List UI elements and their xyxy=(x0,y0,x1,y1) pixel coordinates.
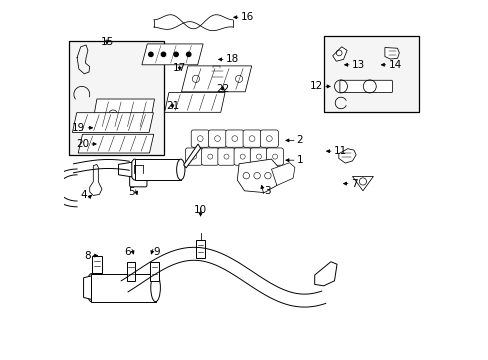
Bar xyxy=(210,66,224,85)
FancyBboxPatch shape xyxy=(185,148,202,165)
FancyBboxPatch shape xyxy=(225,130,244,147)
Polygon shape xyxy=(78,134,153,153)
FancyBboxPatch shape xyxy=(191,130,209,147)
Text: 8: 8 xyxy=(83,251,90,261)
Text: 9: 9 xyxy=(153,247,160,257)
Text: 10: 10 xyxy=(194,205,207,215)
Text: 12: 12 xyxy=(309,81,322,91)
Bar xyxy=(196,240,204,258)
Circle shape xyxy=(111,112,115,116)
Text: 13: 13 xyxy=(351,60,364,70)
Text: 4: 4 xyxy=(80,190,87,200)
Ellipse shape xyxy=(86,274,96,302)
Circle shape xyxy=(148,52,153,57)
Circle shape xyxy=(174,52,178,57)
Text: 3: 3 xyxy=(264,186,270,196)
Text: 19: 19 xyxy=(72,123,85,133)
Polygon shape xyxy=(164,93,224,112)
Ellipse shape xyxy=(150,274,160,302)
Text: 11: 11 xyxy=(333,146,346,156)
FancyBboxPatch shape xyxy=(234,148,250,165)
FancyBboxPatch shape xyxy=(260,130,278,147)
Polygon shape xyxy=(271,163,294,185)
Bar xyxy=(91,274,155,302)
Bar xyxy=(324,36,418,112)
Ellipse shape xyxy=(176,159,184,180)
FancyBboxPatch shape xyxy=(266,148,283,165)
Text: 5: 5 xyxy=(128,187,134,197)
Polygon shape xyxy=(72,113,153,132)
Bar xyxy=(134,159,181,180)
FancyBboxPatch shape xyxy=(129,171,146,187)
Text: 18: 18 xyxy=(225,54,239,64)
Polygon shape xyxy=(142,44,203,65)
Bar xyxy=(126,262,135,281)
Polygon shape xyxy=(91,99,154,130)
Text: 16: 16 xyxy=(241,12,254,22)
Polygon shape xyxy=(83,276,91,300)
Circle shape xyxy=(186,52,190,57)
Polygon shape xyxy=(352,176,373,191)
FancyBboxPatch shape xyxy=(218,148,234,165)
Polygon shape xyxy=(314,262,336,286)
Polygon shape xyxy=(181,66,251,92)
Ellipse shape xyxy=(130,159,139,180)
Circle shape xyxy=(161,52,165,57)
Bar xyxy=(92,256,102,273)
Text: 1: 1 xyxy=(296,155,303,165)
Polygon shape xyxy=(384,48,399,59)
Text: 20: 20 xyxy=(76,139,89,149)
Polygon shape xyxy=(118,162,132,177)
FancyBboxPatch shape xyxy=(250,148,266,165)
Polygon shape xyxy=(332,47,346,61)
Bar xyxy=(150,262,159,281)
Text: 15: 15 xyxy=(100,37,113,47)
Polygon shape xyxy=(338,149,355,163)
Polygon shape xyxy=(183,144,200,168)
Text: 6: 6 xyxy=(124,247,131,257)
Text: 2: 2 xyxy=(296,135,303,145)
FancyBboxPatch shape xyxy=(201,148,218,165)
FancyBboxPatch shape xyxy=(339,80,392,93)
Text: 7: 7 xyxy=(350,179,357,189)
Polygon shape xyxy=(89,165,102,195)
Bar xyxy=(69,41,164,155)
Text: 21: 21 xyxy=(165,101,179,111)
FancyBboxPatch shape xyxy=(243,130,261,147)
FancyBboxPatch shape xyxy=(208,130,226,147)
Polygon shape xyxy=(237,159,278,193)
Text: 14: 14 xyxy=(387,60,401,70)
Text: 17: 17 xyxy=(173,63,186,73)
Text: 22: 22 xyxy=(216,84,229,94)
